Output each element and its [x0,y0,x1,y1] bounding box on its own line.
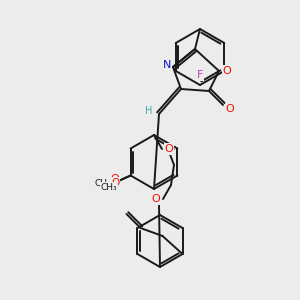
Text: O: O [152,194,160,204]
Text: O: O [112,178,120,188]
Text: F: F [197,70,203,80]
Text: CH₃: CH₃ [100,183,117,192]
Text: H: H [145,106,153,116]
Text: CH₃: CH₃ [94,179,111,188]
Text: O: O [110,175,119,184]
Text: N: N [163,60,171,70]
Text: O: O [223,66,231,76]
Text: O: O [226,104,234,114]
Text: O: O [165,144,173,154]
